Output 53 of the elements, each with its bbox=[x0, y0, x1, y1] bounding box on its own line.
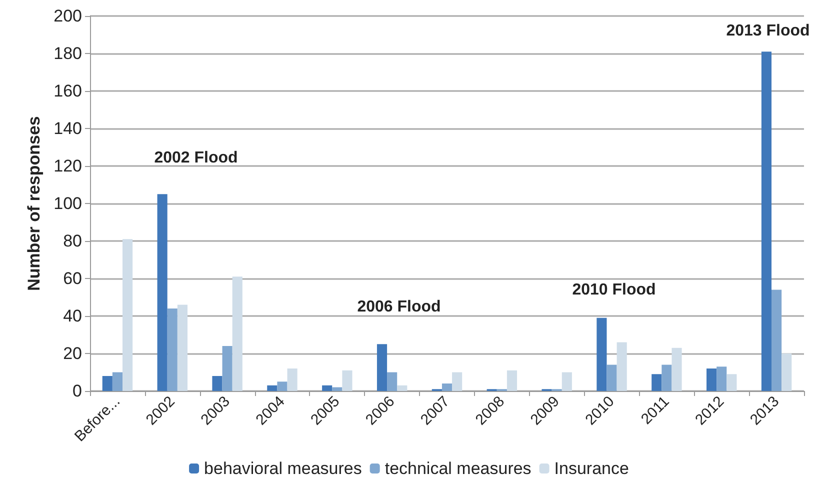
y-axis-title: Number of responses bbox=[24, 116, 44, 291]
bar bbox=[761, 52, 772, 391]
bar bbox=[596, 318, 607, 391]
bar bbox=[506, 370, 518, 391]
bar bbox=[616, 342, 627, 391]
bar bbox=[706, 368, 717, 391]
bar bbox=[277, 382, 288, 391]
bar bbox=[122, 239, 133, 391]
bar bbox=[212, 376, 222, 391]
annotation: 2006 Flood bbox=[357, 298, 441, 316]
annotation: 2010 Flood bbox=[572, 282, 656, 298]
bar bbox=[332, 387, 342, 391]
y-tick-label: 100 bbox=[54, 194, 82, 213]
y-tick-label: 120 bbox=[54, 156, 82, 176]
y-tick-label: 160 bbox=[54, 82, 82, 100]
bar bbox=[652, 374, 662, 391]
y-tick-label: 200 bbox=[54, 6, 82, 26]
bar bbox=[167, 308, 178, 391]
bar bbox=[342, 370, 352, 391]
bar bbox=[232, 276, 242, 391]
legend-label: Insurance bbox=[554, 459, 629, 478]
bar bbox=[672, 348, 682, 391]
y-tick-label: 180 bbox=[54, 44, 82, 63]
bar bbox=[562, 372, 572, 391]
bar bbox=[662, 364, 672, 391]
y-tick-label: 0 bbox=[72, 382, 82, 400]
bar bbox=[157, 194, 168, 391]
bar bbox=[267, 385, 278, 391]
bar bbox=[782, 354, 792, 391]
y-tick-label: 40 bbox=[63, 306, 82, 326]
bar bbox=[177, 304, 188, 391]
bar bbox=[222, 346, 232, 391]
bar bbox=[606, 364, 617, 391]
bar bbox=[112, 372, 122, 391]
y-tick-label: 60 bbox=[63, 269, 82, 288]
bar bbox=[376, 344, 388, 391]
y-tick-label: 80 bbox=[63, 232, 82, 250]
legend-label: technical measures bbox=[384, 459, 532, 478]
bar bbox=[442, 384, 452, 391]
bar bbox=[322, 385, 332, 391]
annotation: 2013 Flood bbox=[726, 22, 810, 40]
legend-label: behavioral measures bbox=[204, 459, 362, 478]
bar bbox=[387, 372, 398, 391]
y-tick-label: 140 bbox=[54, 119, 82, 138]
bar bbox=[726, 374, 737, 391]
bar bbox=[716, 366, 727, 391]
y-tick-label: 20 bbox=[63, 344, 82, 363]
bar bbox=[452, 372, 462, 391]
bar bbox=[772, 290, 782, 391]
bar bbox=[102, 376, 112, 391]
annotation: 2002 Flood bbox=[154, 150, 238, 166]
bar bbox=[397, 385, 408, 391]
bar bbox=[287, 368, 298, 391]
